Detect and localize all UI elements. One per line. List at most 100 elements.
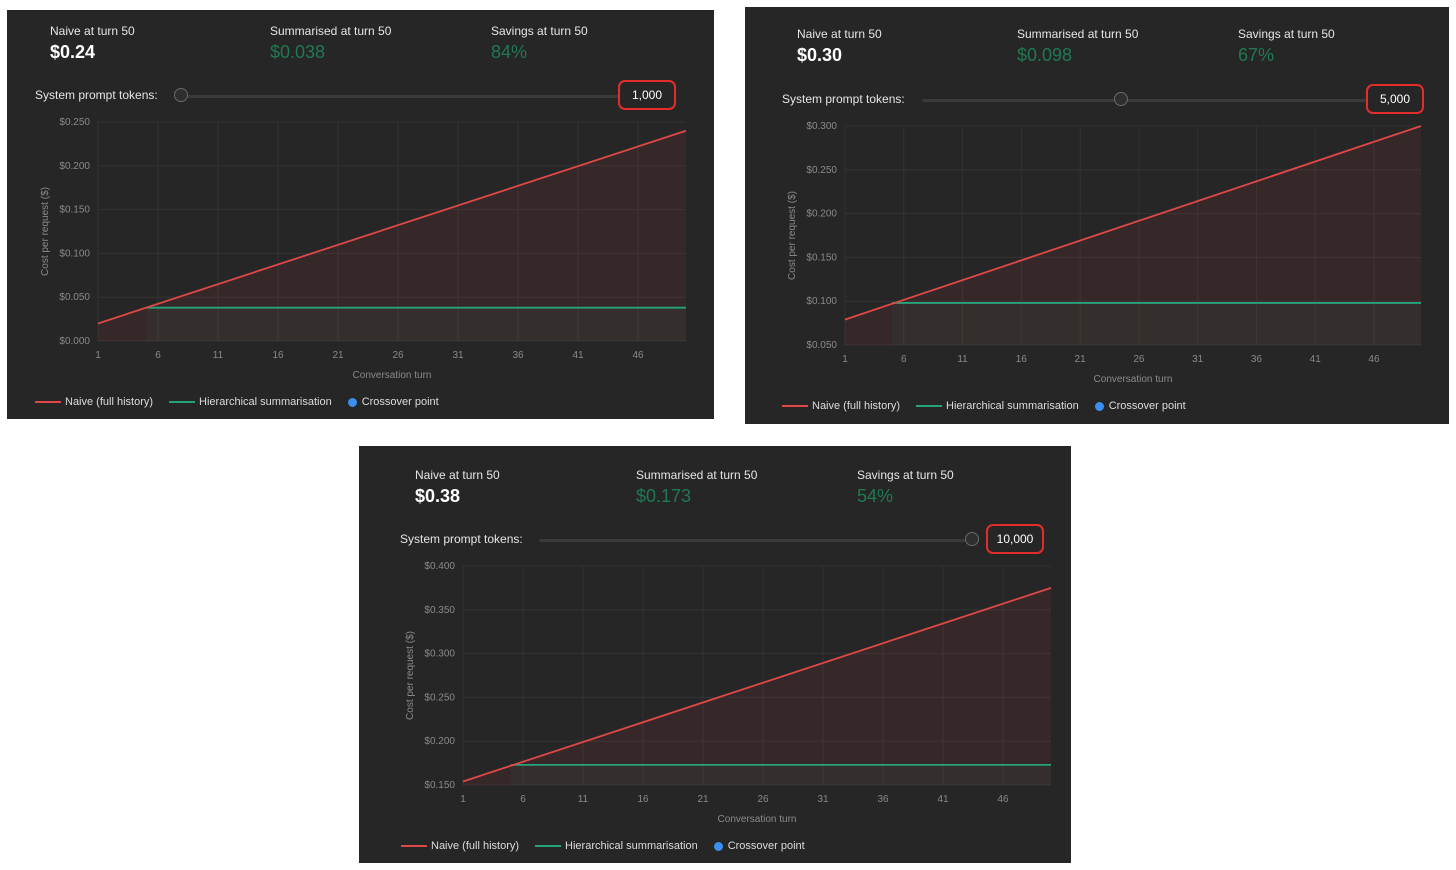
legend-crossover[interactable]: Crossover point xyxy=(713,840,805,852)
x-tick-label: 36 xyxy=(1251,354,1263,365)
x-tick-label: 21 xyxy=(332,350,344,361)
savings-stat-label: Savings at turn 50 xyxy=(857,468,954,482)
summarised-stat: Summarised at turn 50 $0.098 xyxy=(1017,27,1138,66)
system-prompt-slider-thumb[interactable] xyxy=(965,532,979,546)
x-tick-label: 11 xyxy=(957,354,968,365)
legend-summarisation[interactable]: Hierarchical summarisation xyxy=(169,396,332,408)
legend-crossover[interactable]: Crossover point xyxy=(347,396,439,408)
legend-naive[interactable]: Naive (full history) xyxy=(401,840,519,852)
x-tick-label: 16 xyxy=(1016,354,1028,365)
y-axis-title: Cost per request ($) xyxy=(787,191,798,280)
summarised-stat-label: Summarised at turn 50 xyxy=(270,24,392,38)
y-tick-label: $0.100 xyxy=(806,296,837,307)
naive-stat: Naive at turn 50 $0.24 xyxy=(50,24,135,63)
x-tick-label: 21 xyxy=(697,794,709,805)
legend-naive-label: Naive (full history) xyxy=(65,396,154,408)
y-tick-label: $0.250 xyxy=(806,165,837,176)
summarisation-swatch xyxy=(916,405,943,407)
summarisation-swatch xyxy=(535,845,562,847)
legend-naive[interactable]: Naive (full history) xyxy=(782,400,900,412)
savings-stat: Savings at turn 50 54% xyxy=(857,468,954,507)
y-tick-label: $0.300 xyxy=(424,649,455,660)
x-tick-label: 26 xyxy=(392,350,404,361)
system-prompt-slider-label: System prompt tokens: xyxy=(400,532,523,546)
x-tick-label: 6 xyxy=(155,350,161,361)
x-tick-label: 46 xyxy=(1368,354,1380,365)
summarisation-area xyxy=(511,764,1051,785)
x-tick-label: 41 xyxy=(1310,354,1322,365)
x-axis-title: Conversation turn xyxy=(1094,374,1173,385)
system-prompt-slider-track[interactable] xyxy=(539,539,979,542)
legend-crossover-label: Crossover point xyxy=(727,840,805,852)
legend-crossover-label: Crossover point xyxy=(1108,400,1186,412)
x-tick-label: 41 xyxy=(572,350,584,361)
y-tick-label: $0.150 xyxy=(59,205,90,216)
savings-stat-label: Savings at turn 50 xyxy=(1238,27,1335,41)
system-prompt-slider-thumb[interactable] xyxy=(174,88,188,102)
naive-stat-label: Naive at turn 50 xyxy=(415,468,500,482)
x-tick-label: 46 xyxy=(632,350,644,361)
legend-summarisation-label: Hierarchical summarisation xyxy=(199,396,332,408)
x-tick-label: 11 xyxy=(213,350,224,361)
legend-summarisation[interactable]: Hierarchical summarisation xyxy=(535,840,698,852)
x-tick-label: 6 xyxy=(520,794,526,805)
summarised-stat-label: Summarised at turn 50 xyxy=(636,468,758,482)
naive-stat-value: $0.30 xyxy=(797,45,843,65)
chart-legend: Naive (full history) Hierarchical summar… xyxy=(35,396,455,408)
legend-naive[interactable]: Naive (full history) xyxy=(35,396,153,408)
panel-1: Naive at turn 50 $0.24 Summarised at tur… xyxy=(7,10,714,419)
naive-line xyxy=(97,129,687,325)
x-tick-label: 1 xyxy=(460,794,466,805)
naive-stat: Naive at turn 50 $0.30 xyxy=(797,27,882,66)
y-tick-label: $0.050 xyxy=(806,340,837,351)
summarised-stat-value: $0.098 xyxy=(1017,45,1073,65)
legend-naive-label: Naive (full history) xyxy=(812,400,901,412)
x-tick-label: 11 xyxy=(578,794,589,805)
system-prompt-slider-track[interactable] xyxy=(181,95,621,98)
y-tick-label: $0.150 xyxy=(806,252,837,263)
y-tick-label: $0.150 xyxy=(424,780,455,791)
x-tick-label: 41 xyxy=(937,794,949,805)
x-axis-title: Conversation turn xyxy=(353,370,432,381)
system-prompt-slider-thumb[interactable] xyxy=(1113,92,1128,106)
x-tick-label: 26 xyxy=(1133,354,1145,365)
y-axis-title: Cost per request ($) xyxy=(40,187,51,276)
x-tick-label: 16 xyxy=(637,794,649,805)
chart-legend: Naive (full history) Hierarchical summar… xyxy=(782,400,1202,412)
system-prompt-slider-label: System prompt tokens: xyxy=(782,92,905,106)
chart-legend: Naive (full history) Hierarchical summar… xyxy=(401,840,821,852)
naive-line xyxy=(844,125,1422,321)
summarised-stat: Summarised at turn 50 $0.038 xyxy=(270,24,391,63)
naive-stat: Naive at turn 50 $0.38 xyxy=(415,468,500,507)
system-prompt-slider-row: System prompt tokens: 1,000 xyxy=(35,80,676,110)
x-axis-title: Conversation turn xyxy=(718,814,797,825)
y-tick-label: $0.200 xyxy=(59,161,90,172)
x-tick-label: 16 xyxy=(272,350,284,361)
x-tick-label: 31 xyxy=(1192,354,1204,365)
savings-stat: Savings at turn 50 67% xyxy=(1238,27,1335,66)
naive-swatch xyxy=(35,401,61,403)
savings-stat-label: Savings at turn 50 xyxy=(491,24,588,38)
naive-stat-label: Naive at turn 50 xyxy=(50,24,135,38)
system-prompt-value-box: 10,000 xyxy=(986,524,1044,554)
summarised-stat: Summarised at turn 50 $0.173 xyxy=(636,468,757,507)
y-tick-label: $0.250 xyxy=(59,117,90,128)
x-tick-label: 31 xyxy=(817,794,829,805)
summarised-stat-label: Summarised at turn 50 xyxy=(1017,27,1139,41)
x-tick-label: 1 xyxy=(842,354,848,365)
x-tick-label: 46 xyxy=(997,794,1009,805)
system-prompt-slider-track[interactable] xyxy=(922,99,1372,102)
y-tick-label: $0.400 xyxy=(424,561,455,572)
crossover-swatch xyxy=(1094,401,1104,411)
y-tick-label: $0.350 xyxy=(424,605,455,616)
savings-stat: Savings at turn 50 84% xyxy=(491,24,588,63)
y-tick-label: $0.000 xyxy=(59,336,90,347)
crossover-swatch xyxy=(347,397,357,407)
savings-stat-value: 67% xyxy=(1238,45,1275,65)
legend-summarisation[interactable]: Hierarchical summarisation xyxy=(916,400,1079,412)
x-tick-label: 36 xyxy=(512,350,524,361)
legend-crossover[interactable]: Crossover point xyxy=(1094,400,1186,412)
system-prompt-slider-row: System prompt tokens: 5,000 xyxy=(782,84,1424,114)
